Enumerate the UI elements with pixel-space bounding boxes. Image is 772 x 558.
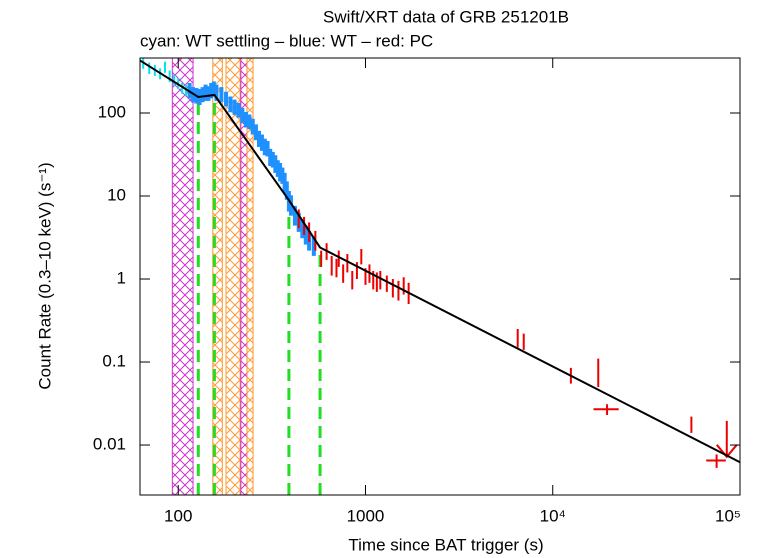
y-tick-label: 10 bbox=[107, 185, 126, 204]
plot-frame bbox=[139, 57, 741, 496]
y-axis-label: Count Rate (0.3–10 keV) (s⁻¹) bbox=[35, 162, 54, 389]
band bbox=[225, 57, 241, 496]
x-tick-label: 1000 bbox=[347, 506, 385, 525]
x-tick-label: 100 bbox=[164, 506, 192, 525]
upper-limit bbox=[716, 420, 738, 459]
x-tick-label: 10⁵ bbox=[715, 506, 741, 525]
y-tick-label: 0.01 bbox=[93, 435, 126, 454]
x-tick-label: 10⁴ bbox=[540, 506, 566, 525]
y-tick-label: 1 bbox=[117, 269, 126, 288]
x-axis-label: Time since BAT trigger (s) bbox=[348, 535, 543, 554]
chart-subtitle: cyan: WT settling – blue: WT – red: PC bbox=[140, 31, 433, 50]
chart-title: Swift/XRT data of GRB 251201B bbox=[323, 7, 569, 26]
band bbox=[171, 57, 194, 496]
y-tick-label: 0.1 bbox=[102, 352, 126, 371]
y-tick-label: 100 bbox=[98, 102, 126, 121]
fit-line bbox=[139, 59, 741, 464]
